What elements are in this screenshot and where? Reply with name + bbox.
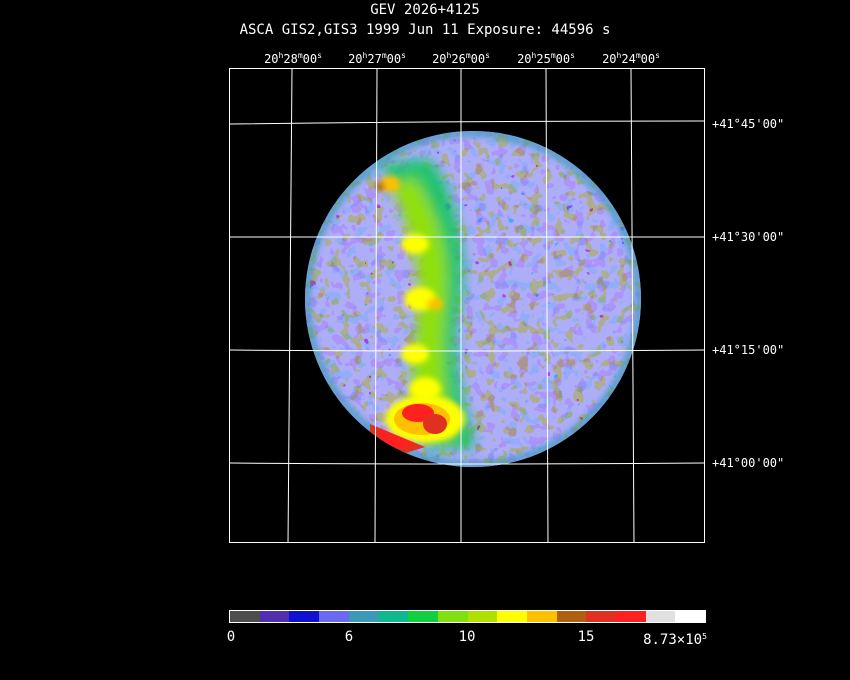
colorbar-segment-5 [378,611,409,622]
colorbar-segment-2 [289,611,320,622]
bright-source [370,395,465,464]
colorbar-label-min: 0 [226,629,236,645]
map-subtitle: ASCA GIS2,GIS3 1999 Jun 11 Exposure: 445… [239,22,611,38]
colorbar [229,610,706,623]
ra-label-3: 20h26m00s [432,51,490,66]
colorbar-segment-0 [230,611,260,622]
colorbar-label-max: 8.73×105 [643,632,707,648]
ra-label-1: 20h28m00s [264,51,322,66]
ridge-hotspots [375,176,443,401]
colorbar-label-6: 6 [344,629,354,645]
dec-label-1: +41°45'00" [712,117,785,131]
dec-label-3: +41°15'00" [712,343,785,357]
colorbar-segment-10 [526,611,557,622]
colorbar-segment-15 [675,611,705,622]
colorbar-segment-14 [645,611,676,622]
colorbar-segment-8 [467,611,498,622]
ra-label-4: 20h25m00s [517,51,575,66]
colorbar-segment-11 [556,611,587,622]
xray-image [230,69,704,542]
dec-label-2: +41°30'00" [712,230,785,244]
colorbar-segment-4 [348,611,379,622]
sky-map-frame [229,68,705,543]
colorbar-segment-1 [259,611,290,622]
dec-label-4: +41°00'00" [712,456,785,470]
colorbar-segment-6 [408,611,438,622]
coordinate-grid [230,69,704,542]
colorbar-label-15: 15 [577,629,595,645]
colorbar-segment-7 [437,611,468,622]
ra-label-5: 20h24m00s [602,51,660,66]
colorbar-segment-9 [497,611,527,622]
colorbar-segment-12 [586,611,616,622]
colorbar-segment-13 [615,611,646,622]
colorbar-segment-3 [319,611,349,622]
emission-field [305,131,641,467]
ra-label-2: 20h27m00s [348,51,406,66]
colorbar-label-10: 10 [458,629,476,645]
map-title: GEV 2026+4125 [370,2,480,18]
